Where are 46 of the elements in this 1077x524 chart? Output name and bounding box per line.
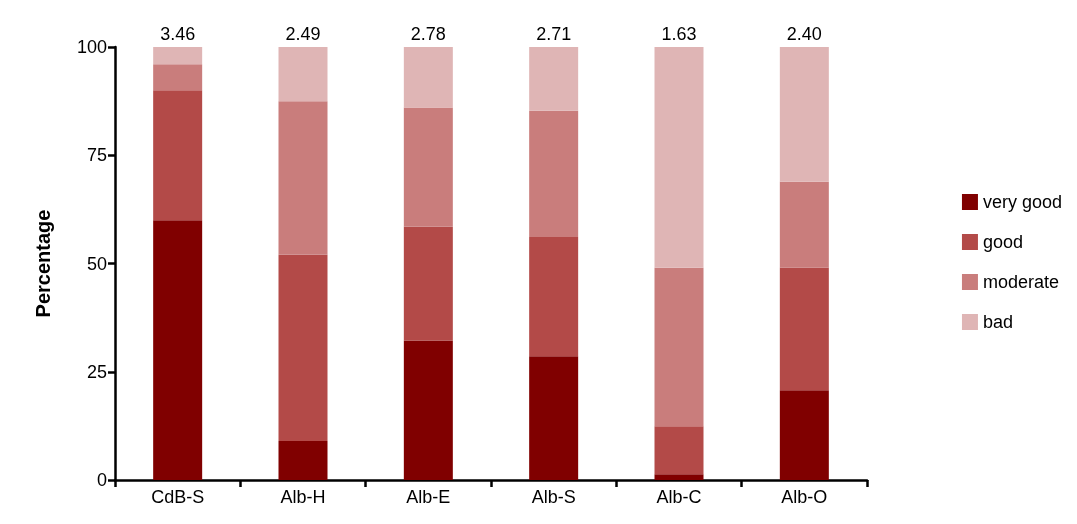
y-tick-label: 0 (96, 470, 107, 490)
bar (153, 64, 203, 91)
bar (654, 267, 704, 427)
legend-label: moderate (982, 272, 1059, 292)
x-tick-label: Alb-O (781, 487, 828, 507)
annotation: 2.49 (285, 24, 321, 44)
bar (779, 181, 829, 268)
bar (153, 47, 203, 65)
bar (654, 426, 704, 475)
y-tick-label: 100 (76, 37, 107, 57)
bar (153, 220, 203, 480)
bar (278, 101, 328, 255)
bar (654, 47, 704, 268)
annotation: 3.46 (160, 24, 196, 44)
bar (529, 110, 579, 238)
x-tick-label: Alb-S (531, 487, 576, 507)
bar (779, 47, 829, 182)
legend-label: good (982, 232, 1023, 252)
bar (403, 226, 453, 341)
legend-label: very good (982, 192, 1063, 212)
bar (153, 90, 203, 221)
x-tick-label: Alb-E (406, 487, 451, 507)
bar (278, 47, 328, 102)
x-tick-label: Alb-C (656, 487, 702, 507)
bar (403, 47, 453, 108)
annotation: 1.63 (661, 24, 697, 44)
bar (529, 47, 579, 111)
bar (529, 237, 579, 357)
bar (403, 107, 453, 227)
bar (529, 356, 579, 480)
annotation: 2.40 (786, 24, 822, 44)
y-tick-label: 75 (86, 145, 107, 166)
x-tick-label: CdB-S (151, 487, 205, 507)
annotation: 2.71 (536, 24, 572, 44)
bar (654, 474, 704, 480)
annotation: 2.78 (410, 24, 446, 44)
x-tick-label: Alb-H (280, 487, 326, 507)
y-axis-title: Percentage (32, 209, 54, 318)
y-tick-label: 50 (86, 253, 107, 274)
bar (278, 254, 328, 442)
bar (779, 390, 829, 480)
legend-label: bad (982, 312, 1013, 332)
bar (278, 441, 328, 480)
y-tick-label: 25 (86, 361, 107, 382)
bar (403, 340, 453, 480)
bar (779, 267, 829, 391)
